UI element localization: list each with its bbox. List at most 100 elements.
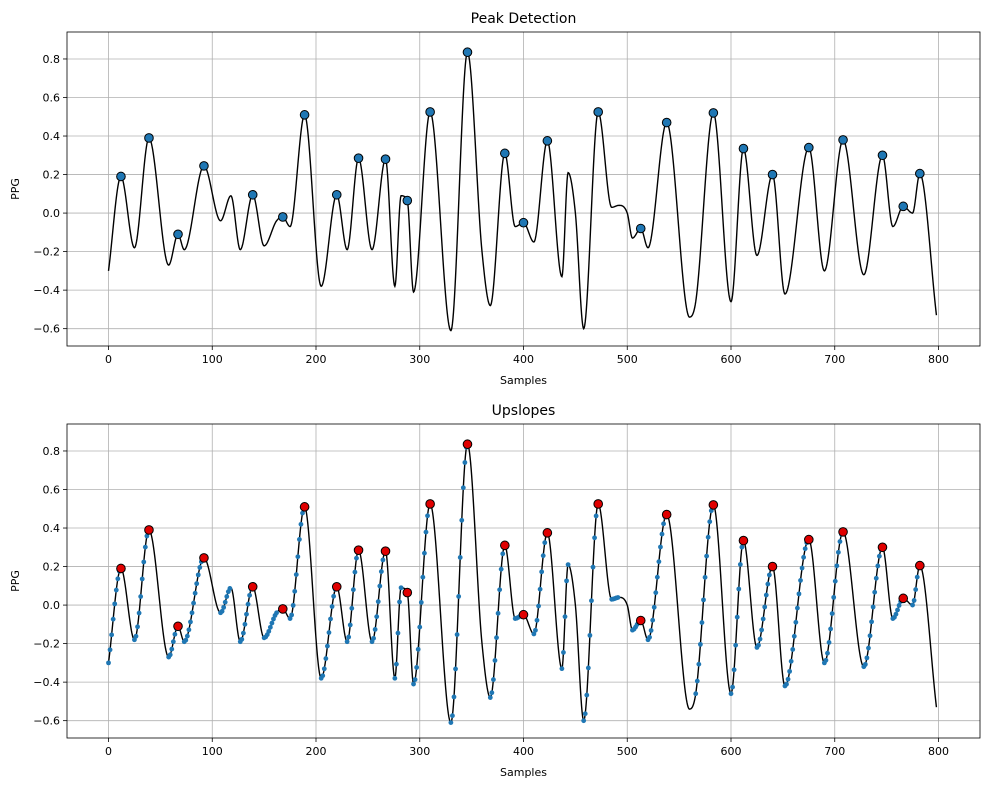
y-tick-label: 0.2 bbox=[43, 169, 61, 182]
peak-point bbox=[738, 143, 749, 154]
peak-point bbox=[331, 581, 342, 592]
upslope-point bbox=[245, 601, 251, 607]
upslope-point bbox=[451, 694, 457, 700]
upslope-point bbox=[561, 649, 566, 655]
upslope-point bbox=[562, 614, 568, 620]
upslope-point bbox=[244, 611, 249, 617]
upslope-point bbox=[457, 555, 463, 560]
upslope-point bbox=[582, 711, 588, 717]
upslope-point bbox=[374, 614, 380, 620]
upslopes-panel: 0 100 200 300 400 500 600 700 800 0.8 0.6 0.4 0.2 0.0… bbox=[9, 403, 981, 779]
upslope-point bbox=[697, 641, 703, 647]
upslope-point bbox=[497, 587, 503, 593]
upslope-point bbox=[866, 645, 871, 651]
upslope-point bbox=[869, 619, 874, 625]
upslope-point bbox=[489, 690, 495, 696]
peak-point bbox=[877, 542, 888, 553]
upslope-point bbox=[728, 691, 734, 697]
upslope-point bbox=[138, 594, 144, 599]
upslope-point bbox=[559, 666, 565, 672]
peak-point bbox=[299, 502, 310, 512]
upslope-point bbox=[194, 581, 200, 587]
peak-point bbox=[278, 604, 288, 614]
upslope-point bbox=[737, 562, 743, 567]
upslope-point bbox=[867, 633, 873, 639]
upslope-point bbox=[110, 616, 116, 622]
upslope-point bbox=[197, 565, 203, 570]
x-tick-label: 200 bbox=[306, 745, 327, 758]
peak-point bbox=[247, 189, 258, 200]
upslope-point bbox=[320, 673, 326, 679]
ppg-signal-line bbox=[107, 51, 938, 332]
upslope-point bbox=[462, 460, 468, 465]
upslope-point bbox=[377, 583, 383, 589]
x-tick-label: 800 bbox=[928, 745, 949, 758]
peak-point bbox=[173, 229, 183, 240]
upslope-point bbox=[653, 590, 659, 596]
upslope-point bbox=[837, 539, 843, 544]
peak-point bbox=[838, 527, 848, 537]
upslope-point bbox=[661, 521, 666, 527]
upslope-point bbox=[240, 630, 246, 636]
y-tick-label: 0.6 bbox=[43, 483, 61, 496]
upslope-point bbox=[648, 628, 654, 633]
upslope-point bbox=[414, 665, 420, 670]
upslope-point bbox=[784, 681, 789, 687]
y-tick-label: 0.2 bbox=[43, 561, 61, 574]
upslope-point bbox=[460, 485, 466, 491]
upslope-point bbox=[267, 624, 273, 630]
y-tick-label: −0.2 bbox=[33, 246, 60, 259]
upslope-point bbox=[491, 677, 496, 682]
chart-title: Upslopes bbox=[492, 403, 556, 419]
upslope-point bbox=[394, 661, 399, 667]
grid bbox=[67, 424, 980, 738]
upslope-point bbox=[873, 575, 879, 581]
upslope-point bbox=[422, 550, 427, 556]
upslope-point bbox=[802, 546, 808, 552]
upslope-point bbox=[799, 565, 805, 571]
upslope-point bbox=[911, 598, 917, 603]
upslope-point bbox=[539, 569, 545, 575]
upslope-point bbox=[378, 569, 384, 574]
upslope-point bbox=[347, 622, 353, 628]
upslope-point bbox=[564, 578, 569, 584]
upslope-point bbox=[585, 665, 591, 671]
upslope-point bbox=[704, 553, 710, 559]
upslope-point bbox=[832, 578, 838, 584]
peak-point bbox=[500, 540, 510, 551]
upslope-point bbox=[135, 624, 140, 630]
peak-point bbox=[380, 546, 391, 556]
peak-point bbox=[767, 561, 778, 572]
peak-point bbox=[518, 217, 529, 228]
peak-point bbox=[462, 47, 473, 58]
x-tick-label: 300 bbox=[409, 353, 430, 366]
x-tick-label: 700 bbox=[824, 353, 845, 366]
upslope-point bbox=[542, 540, 548, 546]
peak-point bbox=[247, 581, 258, 592]
peak-point bbox=[593, 107, 604, 117]
y-axis-label: PPG bbox=[9, 178, 22, 200]
upslope-point bbox=[835, 549, 841, 555]
ppg-signal-line bbox=[107, 443, 938, 724]
upslope-point bbox=[221, 604, 227, 610]
peak-point bbox=[898, 593, 909, 604]
x-tick-label: 0 bbox=[105, 353, 112, 366]
y-tick-label: −0.4 bbox=[33, 284, 60, 297]
upslope-point bbox=[112, 601, 118, 607]
upslope-point bbox=[788, 658, 794, 664]
y-axis-label: PPG bbox=[9, 570, 22, 592]
upslope-point bbox=[459, 517, 465, 523]
x-tick-label: 400 bbox=[513, 745, 534, 758]
peak-point bbox=[116, 563, 126, 574]
upslope-point bbox=[195, 572, 201, 578]
upslope-point bbox=[169, 646, 175, 652]
upslope-point bbox=[791, 633, 797, 639]
upslope-point bbox=[796, 591, 802, 597]
peak-point bbox=[915, 168, 925, 179]
upslope-point bbox=[731, 667, 737, 673]
upslope-point bbox=[192, 590, 198, 596]
peak-point bbox=[708, 500, 719, 510]
peak-markers bbox=[116, 439, 925, 632]
y-tick-label: 0.4 bbox=[43, 130, 61, 143]
y-tick-label: −0.6 bbox=[33, 323, 60, 336]
